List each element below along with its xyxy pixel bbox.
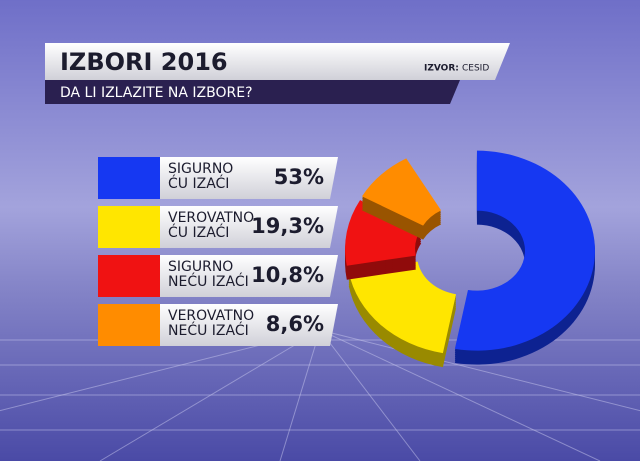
legend bbox=[98, 157, 338, 346]
segment bbox=[454, 150, 595, 351]
value-label: 8,6% bbox=[265, 312, 324, 336]
legend-box bbox=[160, 304, 338, 346]
value-label: 53% bbox=[273, 165, 324, 189]
source: CESID bbox=[462, 64, 489, 74]
legend-swatch bbox=[98, 304, 160, 346]
legend-label: VEROVATNO NEĆU IZAĆI bbox=[168, 308, 255, 339]
value-label: 10,8% bbox=[251, 263, 324, 287]
legend-swatch bbox=[98, 206, 160, 248]
value-label: 19,3% bbox=[251, 214, 324, 238]
title-bar bbox=[45, 43, 510, 80]
source-label: IZVOR: bbox=[424, 64, 459, 74]
title: IZBORI 2016 bbox=[60, 48, 228, 76]
legend-label: SIGURNO NEĆU IZAĆI bbox=[168, 259, 249, 290]
segment bbox=[345, 200, 422, 266]
legend-swatch bbox=[98, 157, 160, 199]
donut bbox=[345, 150, 595, 368]
legend-label: SIGURNO ĆU IZAĆI bbox=[168, 161, 234, 192]
subtitle-bar bbox=[45, 80, 460, 104]
legend-box bbox=[160, 206, 338, 248]
segment bbox=[361, 158, 442, 226]
legend-label: VEROVATNO ĆU IZAĆI bbox=[168, 210, 255, 241]
subtitle: DA LI IZLAZITE NA IZBORE? bbox=[60, 85, 253, 101]
legend-swatch bbox=[98, 255, 160, 297]
segment bbox=[348, 261, 457, 354]
legend-box bbox=[160, 255, 338, 297]
legend-box bbox=[160, 157, 338, 199]
